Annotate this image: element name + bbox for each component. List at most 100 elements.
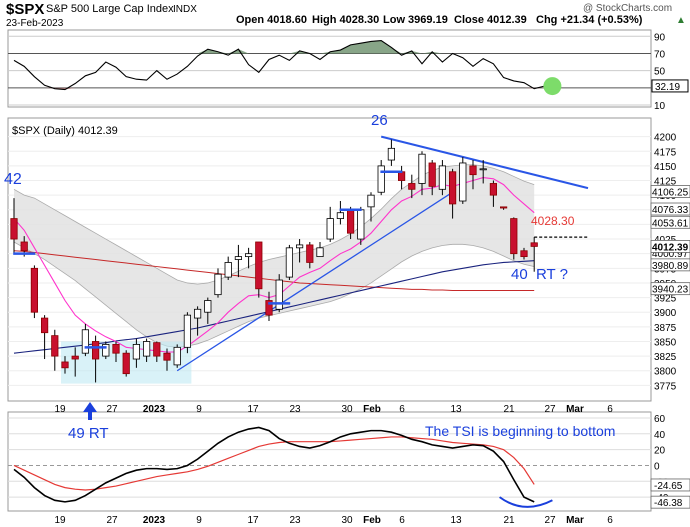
tsi-signal-line bbox=[13, 436, 535, 491]
tsi-tick-label: 40 bbox=[654, 430, 666, 441]
exchange: INDX bbox=[173, 4, 197, 15]
band-upper-line bbox=[13, 164, 535, 285]
count-40-label: 40 bbox=[511, 266, 528, 283]
candle-body bbox=[357, 209, 365, 240]
low-value: Low 3969.19 bbox=[383, 14, 448, 26]
candle-body bbox=[10, 218, 18, 240]
tsi-label-box bbox=[650, 478, 690, 492]
candle-body bbox=[520, 250, 528, 258]
candle-body bbox=[316, 247, 324, 258]
price-tick-label: 3800 bbox=[654, 367, 677, 378]
rsi-tick-label: 10 bbox=[654, 101, 666, 112]
symbol: $SPX bbox=[6, 1, 44, 18]
price-tick-label: 3850 bbox=[654, 337, 677, 348]
tsi-x-label: 19 bbox=[54, 515, 66, 526]
candle-body bbox=[51, 335, 59, 357]
tsi-x-label: 9 bbox=[196, 515, 202, 526]
tsi-x-label: 6 bbox=[399, 515, 405, 526]
tsi-tick-label: 20 bbox=[654, 446, 666, 457]
candle-body bbox=[122, 352, 130, 375]
count-26-label: 26 bbox=[371, 112, 388, 129]
rt-question-label: RT ? bbox=[536, 266, 568, 283]
candle-body bbox=[20, 241, 28, 252]
ema-line bbox=[13, 177, 535, 353]
price-layer: 4200417541504125410040754050402540003975… bbox=[8, 133, 690, 392]
tsi-value-label: -24.65 bbox=[654, 481, 683, 492]
price-label-box bbox=[650, 282, 690, 296]
price-x-label: 23 bbox=[289, 404, 301, 415]
price-x-label: Mar bbox=[566, 404, 584, 415]
candle-body bbox=[81, 329, 89, 354]
candle-body bbox=[193, 308, 202, 319]
watermark: @ StockCharts.com bbox=[583, 3, 672, 14]
price-x-label: 21 bbox=[503, 404, 515, 415]
tsi-x-label: Mar bbox=[566, 515, 584, 526]
tsi-label-box bbox=[650, 495, 690, 509]
price-tick-label: 3925 bbox=[654, 294, 677, 305]
candle-body bbox=[306, 244, 314, 263]
candle-body bbox=[132, 343, 140, 360]
price-label-box bbox=[650, 185, 690, 198]
count-42-label: 42 bbox=[4, 171, 22, 188]
candle-body bbox=[448, 171, 457, 205]
symbol-name: S&P 500 Large Cap Index bbox=[46, 3, 174, 15]
price-label: 4076.33 bbox=[652, 205, 689, 216]
rsi-tick-label: 70 bbox=[654, 49, 666, 60]
support-trendline bbox=[176, 191, 453, 372]
price-x-label: 27 bbox=[106, 404, 118, 415]
candle-body bbox=[71, 355, 79, 360]
level-4028-label: 4028.30 bbox=[531, 214, 575, 228]
price-label-box bbox=[650, 258, 690, 272]
price-x-label: 17 bbox=[247, 404, 259, 415]
price-label: 4106.25 bbox=[652, 188, 689, 199]
candle-body bbox=[295, 244, 304, 249]
rsi-tick-label: 90 bbox=[654, 32, 666, 43]
candle-body bbox=[142, 341, 151, 357]
up-arrow-icon bbox=[83, 402, 97, 420]
candle-body bbox=[224, 262, 232, 278]
price-label: 3940.23 bbox=[652, 285, 689, 296]
tsi-x-label: 23 bbox=[289, 515, 301, 526]
price-label: 3980.89 bbox=[652, 261, 689, 272]
band-lower-line bbox=[13, 241, 535, 348]
tsi-x-label: 30 bbox=[341, 515, 353, 526]
candle-body bbox=[275, 279, 283, 310]
price-x-label: 30 bbox=[341, 404, 353, 415]
rsi-layer: 907050301032.19 bbox=[8, 32, 689, 112]
rsi-last-value-box bbox=[651, 79, 689, 93]
close-value: Close 4012.39 bbox=[454, 14, 527, 26]
candle-body bbox=[30, 267, 39, 313]
candle-body bbox=[255, 241, 263, 290]
candle-body bbox=[173, 346, 181, 366]
price-x-label: 27 bbox=[544, 404, 556, 415]
candle-body bbox=[102, 343, 110, 357]
candle-body bbox=[459, 162, 467, 202]
candle-body bbox=[285, 247, 294, 278]
price-label-box bbox=[650, 202, 690, 216]
price-x-label: 19 bbox=[54, 404, 66, 415]
resistance-trendline bbox=[380, 135, 589, 190]
candle-body bbox=[387, 147, 396, 161]
price-label-box bbox=[650, 215, 690, 229]
candle-body bbox=[438, 165, 447, 190]
candle-body bbox=[92, 341, 100, 360]
tsi-x-label: 13 bbox=[450, 515, 462, 526]
tsi-x-label: Feb bbox=[363, 515, 381, 526]
candle-body bbox=[510, 218, 518, 255]
price-tick-label: 4150 bbox=[654, 162, 677, 173]
rsi-line bbox=[13, 40, 545, 91]
tsi-x-label: 27 bbox=[544, 515, 556, 526]
candle-body bbox=[234, 256, 242, 260]
high-value: High 4028.30 bbox=[312, 14, 379, 26]
candle-body bbox=[408, 183, 416, 190]
count-49-rt-label: 49 RT bbox=[68, 425, 109, 442]
candle-body bbox=[41, 317, 49, 334]
candle-body bbox=[214, 273, 222, 296]
price-tick-label: 4175 bbox=[654, 147, 677, 158]
candle-body bbox=[418, 153, 426, 184]
price-label: 4012.39 bbox=[652, 242, 689, 253]
price-x-label: 6 bbox=[607, 404, 613, 415]
price-x-label: 6 bbox=[399, 404, 405, 415]
candle-body bbox=[336, 212, 345, 219]
